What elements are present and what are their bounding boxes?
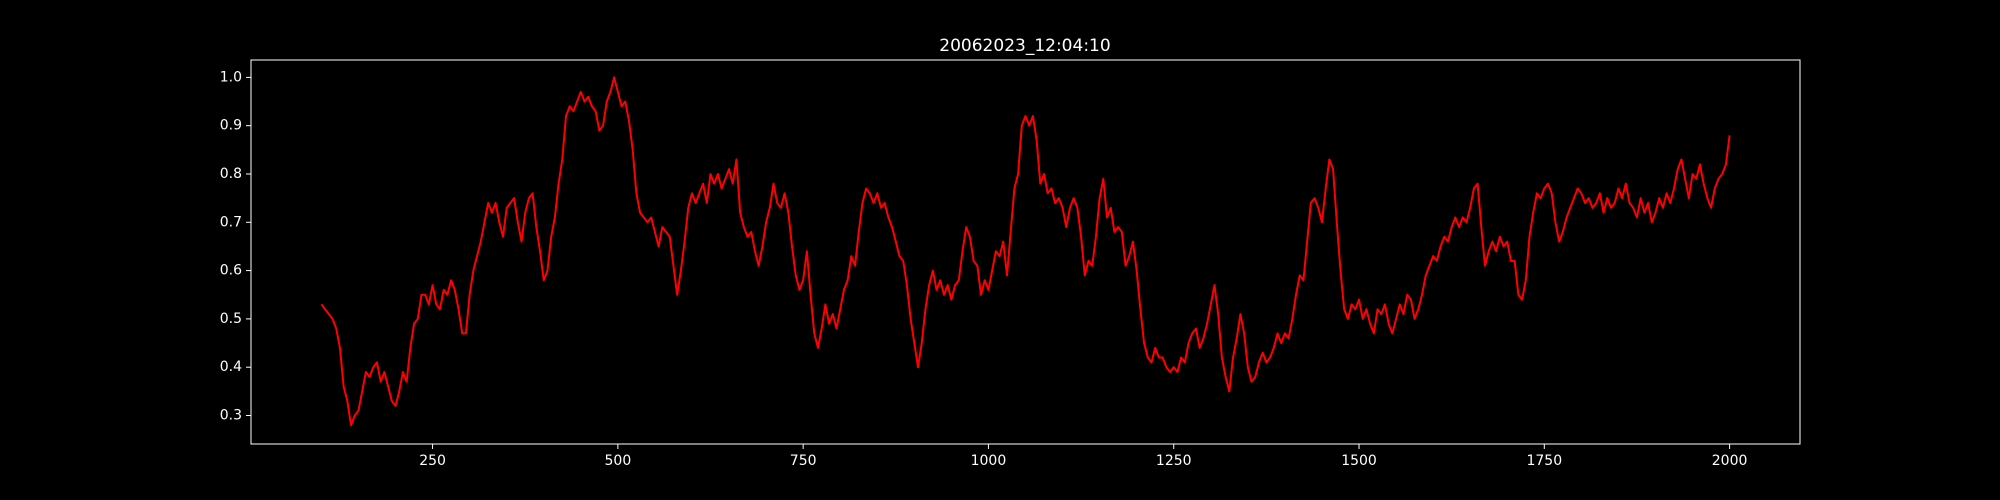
chart-title: 20062023_12:04:10: [939, 36, 1110, 56]
x-tick-label: 1500: [1341, 453, 1377, 469]
axes-frame: [250, 59, 1801, 445]
y-tick-label: 0.6: [220, 263, 242, 279]
x-tick-label: 500: [605, 453, 632, 469]
y-tick-label: 0.4: [220, 359, 242, 375]
x-tick-label: 250: [419, 453, 446, 469]
y-tick-label: 1.0: [220, 69, 242, 85]
y-tick-label: 0.3: [220, 408, 242, 424]
x-tick-label: 1000: [971, 453, 1007, 469]
y-tick-label: 0.7: [220, 214, 242, 230]
y-tick-label: 0.8: [220, 166, 242, 182]
x-tick-label: 1750: [1526, 453, 1562, 469]
x-tick-label: 750: [790, 453, 817, 469]
x-tick-label: 2000: [1712, 453, 1748, 469]
y-tick-label: 0.9: [220, 118, 242, 134]
data-line: [320, 76, 1731, 427]
y-tick-label: 0.5: [220, 311, 242, 327]
x-tick-label: 1250: [1156, 453, 1192, 469]
